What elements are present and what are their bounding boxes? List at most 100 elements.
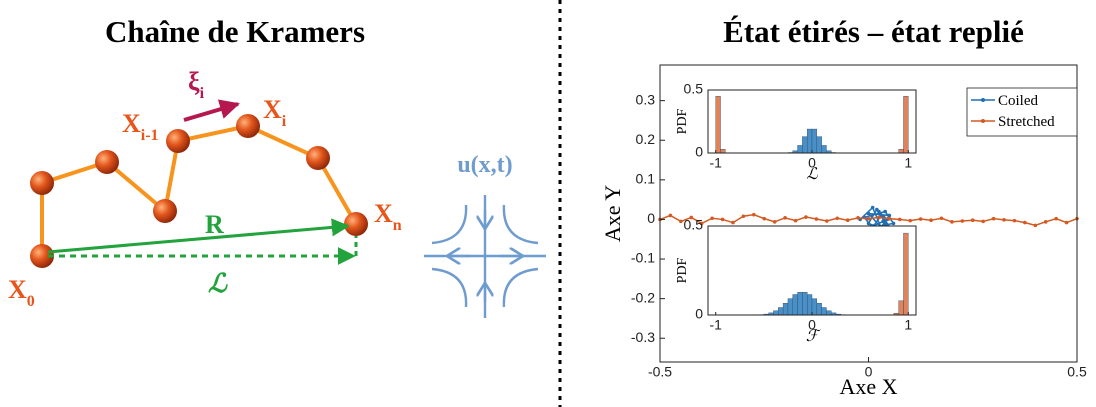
hist-bar <box>898 149 904 154</box>
y-tick-label: -0.3 <box>631 329 655 345</box>
series-point <box>689 215 694 220</box>
hist-bar <box>806 294 813 316</box>
hist-bar <box>792 294 798 316</box>
x-tick-label: -1 <box>709 155 722 171</box>
inset-chart: -1 0 1 0 0.5 ℒ PDF <box>675 81 917 183</box>
inset-chart: -1 0 1 0 0.5 ℱ PDF <box>675 217 917 345</box>
series-point <box>866 211 871 216</box>
series-point <box>877 209 881 214</box>
series-point <box>866 221 871 226</box>
hist-bar <box>821 145 827 154</box>
x-tick-label: 1 <box>904 317 912 333</box>
series-point <box>883 209 887 214</box>
x-tick-label: -0.5 <box>648 364 672 380</box>
label-sub: n <box>393 217 402 234</box>
y-tick-label: 0.2 <box>636 131 656 147</box>
series-point <box>814 217 819 221</box>
series-point <box>752 212 756 217</box>
hist-bar <box>797 292 803 316</box>
x-axis-label: Axe X <box>839 374 897 399</box>
y-axis-label: PDF <box>675 257 690 283</box>
hist-bar <box>898 300 904 316</box>
series-point <box>887 216 892 221</box>
hist-bar <box>715 96 721 154</box>
hist-bar <box>787 298 793 316</box>
series-point <box>991 216 996 221</box>
label-l: ℒ <box>208 269 228 298</box>
hist-bar <box>811 298 818 316</box>
x-tick-label: 0 <box>865 364 873 380</box>
hist-bar <box>816 136 822 154</box>
plot-data <box>658 205 1079 236</box>
series-point <box>1033 223 1038 228</box>
series-point <box>960 219 965 223</box>
label-sub: i <box>200 85 205 102</box>
series-point <box>929 218 933 223</box>
y-tick-label: 0.3 <box>636 91 656 107</box>
hist-bar <box>778 307 784 316</box>
y-tick-label: 0 <box>647 210 655 226</box>
series-point <box>887 213 892 218</box>
series-point <box>1043 220 1048 224</box>
chart-title: État étirés – état replié <box>723 14 1024 49</box>
series-point <box>897 217 902 222</box>
plot-data <box>758 232 909 316</box>
label-xi: Xi <box>263 95 287 130</box>
label-sub: i <box>282 113 287 130</box>
force-arrow <box>183 99 240 122</box>
hist-bar <box>826 310 832 316</box>
hist-bar <box>782 303 789 316</box>
charts: -0.5 0 0.5 -0.3 -0.2 -0.1 0 0.1 0.2 0.3 État étiré… <box>600 14 1087 399</box>
hist-bar <box>773 310 779 316</box>
label-text: X <box>263 95 282 124</box>
x-tick-label: -1 <box>709 317 722 333</box>
label-xn: Xn <box>374 199 402 234</box>
label-r: R <box>205 210 224 239</box>
series-point <box>772 220 777 224</box>
hist-bar <box>797 145 803 154</box>
legend-marker <box>981 119 985 123</box>
hist-bar <box>821 307 827 316</box>
x-axis-label: ℱ <box>806 328 822 345</box>
series-point <box>825 219 829 223</box>
label-force: ξi <box>188 67 205 102</box>
series-point <box>741 214 746 219</box>
y-tick-label: 0 <box>695 306 703 322</box>
series-point <box>908 218 912 223</box>
legend-label: Stretched <box>998 114 1055 130</box>
series-point <box>668 213 673 218</box>
y-tick-label: 0.5 <box>684 217 704 233</box>
label-sub: 0 <box>27 293 35 310</box>
series-point <box>866 216 871 221</box>
hist-bar <box>802 292 808 316</box>
label-xi-1: Xi-1 <box>122 109 159 144</box>
hist-bar <box>806 128 813 154</box>
chain <box>40 123 358 256</box>
label-flow: u(x,t) <box>457 152 512 178</box>
series-point <box>1012 218 1017 223</box>
hist-bar <box>720 149 726 154</box>
series-point <box>845 218 850 223</box>
series-point <box>877 215 881 220</box>
x-tick-label: 0.5 <box>1067 364 1087 380</box>
y-tick-label: -0.2 <box>631 289 655 305</box>
series-point <box>918 217 923 221</box>
series-point <box>731 220 735 225</box>
series-point <box>1064 220 1069 225</box>
series-point <box>804 215 808 219</box>
x-tick-label: 0 <box>808 317 816 333</box>
series-point <box>1002 218 1006 222</box>
legend: Coiled Stretched <box>966 87 1078 137</box>
series-point <box>699 221 704 226</box>
x-tick-label: 1 <box>904 155 912 171</box>
diagram-title: Chaîne de Kramers <box>105 14 365 49</box>
series-point <box>950 220 954 224</box>
label-text: X <box>8 275 27 304</box>
beads <box>30 114 368 268</box>
series-point <box>891 221 896 226</box>
series-point <box>710 216 714 221</box>
y-tick-label: -0.1 <box>631 250 655 266</box>
hist-bar <box>802 136 808 154</box>
hist-bar <box>816 303 822 316</box>
